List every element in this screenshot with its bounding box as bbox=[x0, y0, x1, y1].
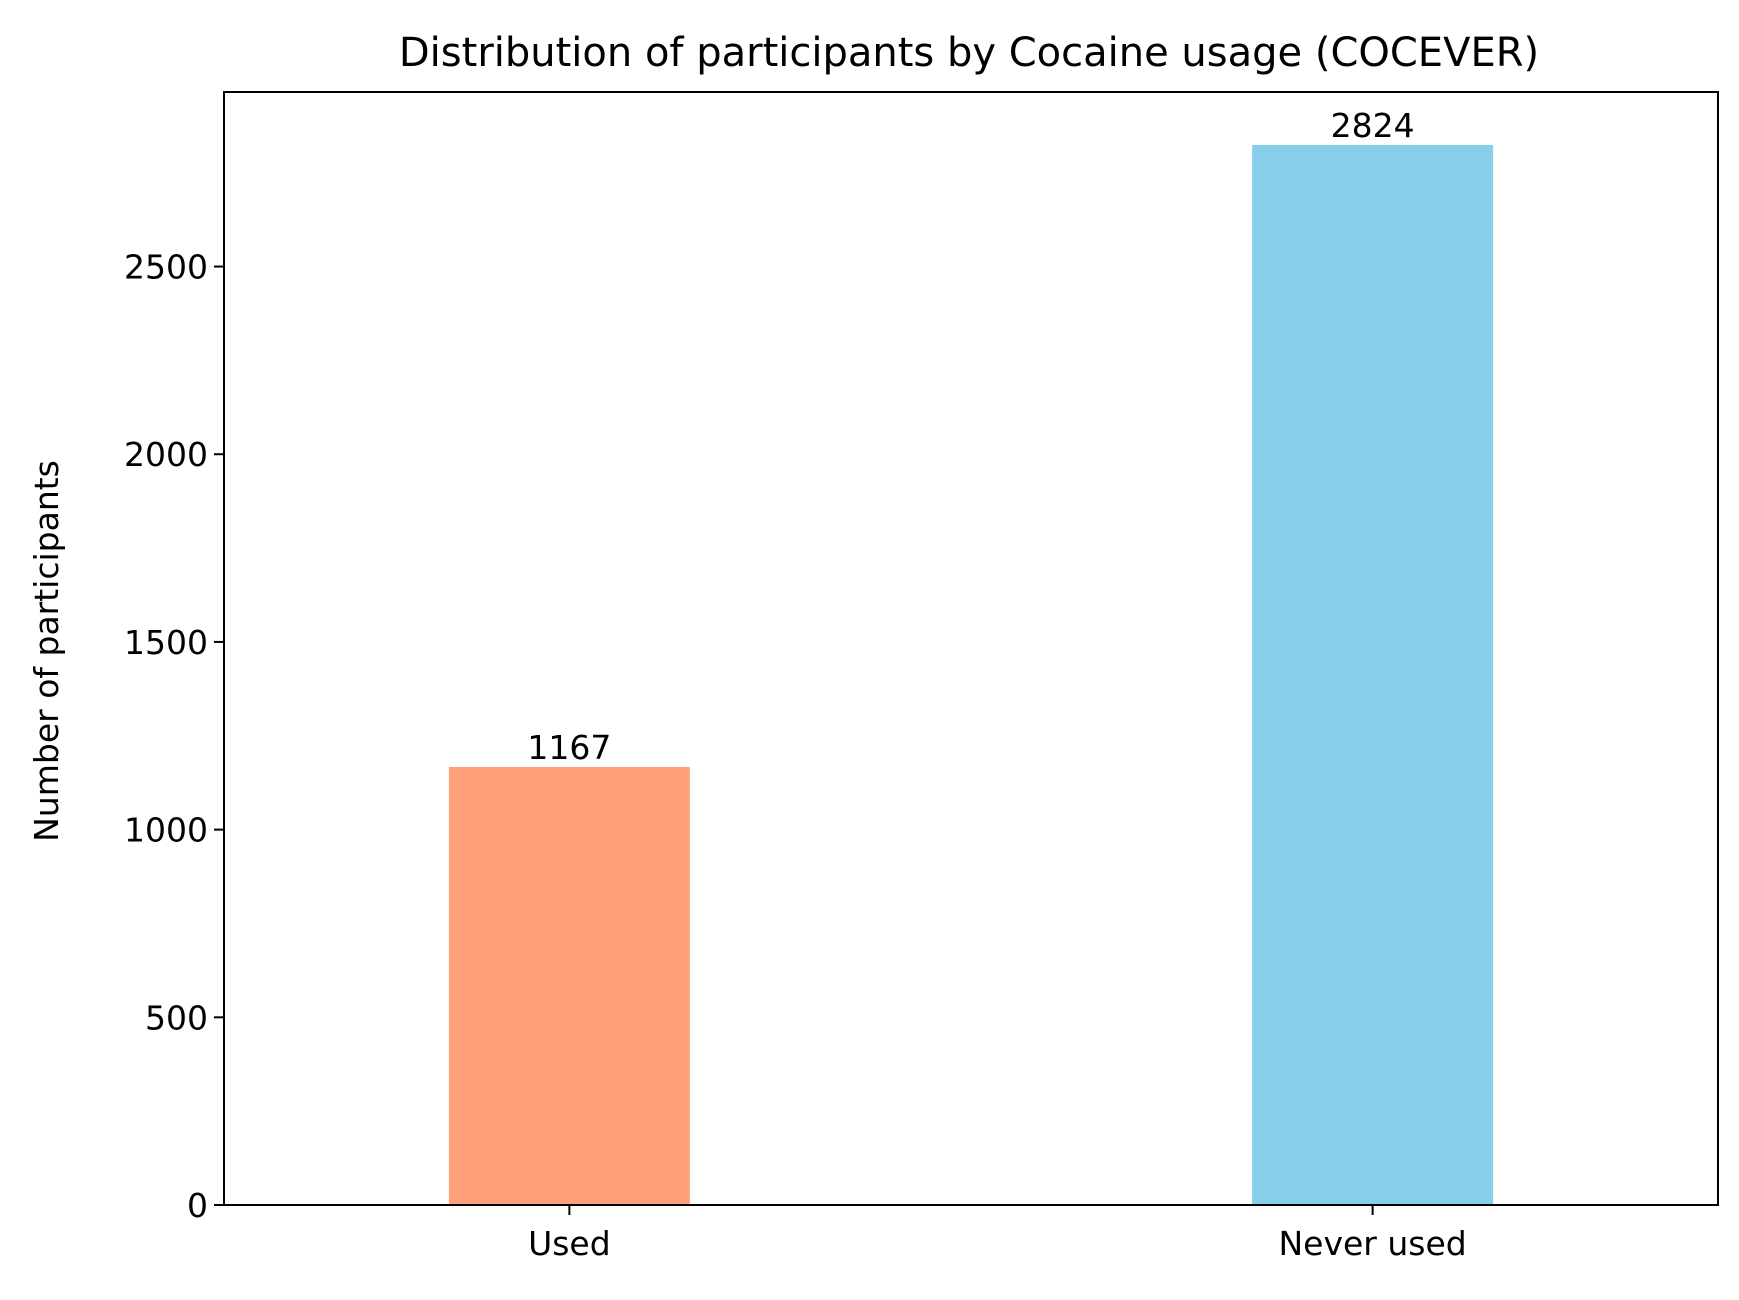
x-tick-label-used: Used bbox=[528, 1224, 611, 1263]
y-tick-label-2000: 2000 bbox=[124, 435, 208, 474]
y-tick-label-1000: 1000 bbox=[124, 811, 208, 850]
data-labels-group: 1167 2824 bbox=[527, 106, 1414, 767]
bar-used bbox=[448, 766, 690, 1205]
y-axis-label: Number of participants bbox=[27, 460, 66, 842]
x-tick-label-never-used: Never used bbox=[1278, 1224, 1466, 1263]
data-label-never-used: 2824 bbox=[1331, 106, 1415, 145]
y-tick-label-1500: 1500 bbox=[124, 623, 208, 662]
plot-area-frame bbox=[223, 91, 1719, 1206]
y-tick-label-2500: 2500 bbox=[124, 248, 208, 287]
chart-title: Distribution of participants by Cocaine … bbox=[399, 30, 1539, 76]
y-tick-label-0: 0 bbox=[187, 1186, 208, 1225]
bars-group bbox=[448, 144, 1494, 1206]
y-tick-label-500: 500 bbox=[145, 998, 208, 1037]
ticks-group: Used Never used 0 500 1000 1500 2000 2500 bbox=[124, 248, 1467, 1263]
bar-never-used bbox=[1252, 144, 1494, 1206]
data-label-used: 1167 bbox=[527, 728, 611, 767]
